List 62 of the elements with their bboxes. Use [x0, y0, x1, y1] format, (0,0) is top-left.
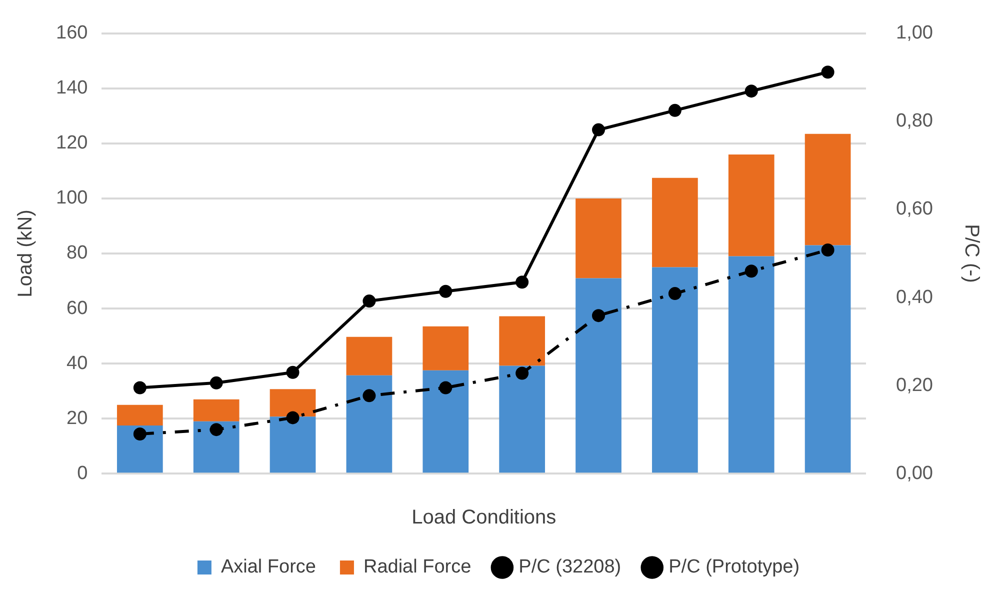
y-tick-label: 140 — [56, 78, 88, 99]
point — [592, 123, 606, 136]
bar — [270, 416, 316, 473]
bar — [499, 366, 546, 473]
point — [210, 423, 223, 436]
y2-tick-label: 0,00 — [896, 462, 934, 484]
y-tick-label: 20 — [66, 408, 88, 429]
y-tick-label: 80 — [66, 242, 88, 264]
bar — [728, 154, 774, 256]
bar — [804, 245, 851, 473]
bar — [499, 316, 546, 366]
point — [592, 309, 606, 322]
y-tick-label: 160 — [56, 22, 88, 44]
point — [668, 104, 682, 117]
bar — [422, 370, 469, 473]
point — [133, 427, 146, 440]
y2-tick-label: 0,40 — [896, 286, 934, 308]
point — [362, 294, 376, 308]
legend-label: Axial Force — [220, 556, 316, 578]
point — [744, 84, 758, 98]
point — [516, 276, 529, 289]
legend-label: Radial Force — [363, 556, 472, 578]
bar — [116, 404, 163, 426]
point — [210, 376, 223, 390]
point — [439, 284, 452, 298]
y2-tick-label: 0,80 — [896, 110, 934, 132]
bar — [422, 326, 469, 370]
point — [362, 389, 376, 402]
bar — [270, 389, 316, 417]
y2-tick-label: 1,00 — [896, 22, 934, 44]
bar — [576, 198, 622, 278]
y-tick-label: 0 — [77, 462, 88, 484]
point — [821, 66, 834, 79]
legend-label: P/C (32208) — [518, 556, 622, 578]
y-tick-label: 60 — [66, 298, 88, 319]
x-axis-title: Load Conditions — [412, 506, 556, 529]
bar — [728, 256, 774, 473]
point — [439, 381, 452, 394]
point — [286, 366, 300, 379]
bar — [346, 336, 392, 376]
y-tick-label: 120 — [56, 132, 88, 154]
point — [286, 411, 300, 424]
y-tick-label: 40 — [66, 352, 88, 374]
point — [744, 264, 758, 278]
bar — [804, 134, 851, 246]
y2-tick-label: 0,60 — [896, 198, 934, 220]
y2-axis-title: P/C (-) — [960, 224, 982, 283]
bar — [652, 178, 698, 268]
y-tick-label: 100 — [56, 188, 88, 209]
y-axis-title: Load (kN) — [14, 210, 37, 298]
bar — [193, 399, 240, 422]
point — [668, 287, 682, 300]
bar — [652, 267, 698, 473]
bar — [116, 425, 163, 473]
bar — [193, 421, 240, 473]
point — [516, 366, 529, 380]
bar — [346, 375, 392, 473]
y2-tick-label: 0,20 — [896, 374, 934, 396]
bar — [576, 278, 622, 473]
point — [133, 381, 146, 394]
point — [821, 243, 834, 256]
legend-label: P/C (Prototype) — [668, 556, 800, 578]
